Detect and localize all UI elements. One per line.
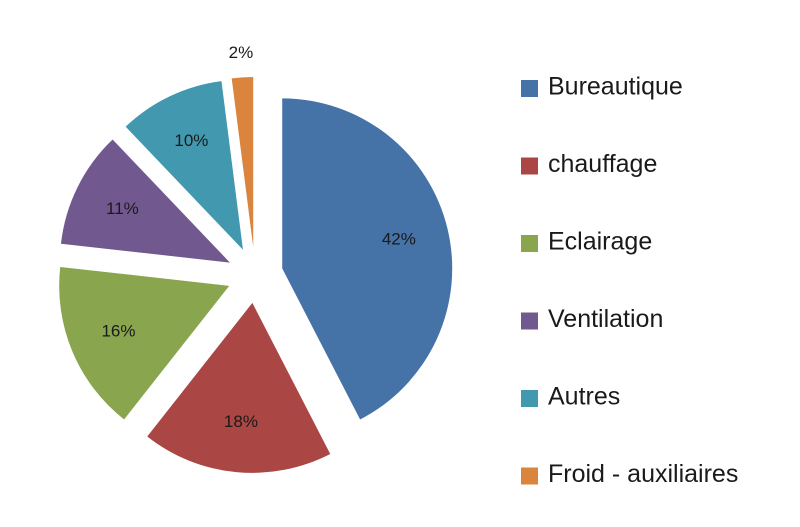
pie-slices: 42% 18% 16% 11% 10% 2% [59, 43, 453, 473]
slice-label-chauffage: 18% [224, 412, 258, 431]
pie-slice-eclairage [59, 266, 230, 420]
legend-label-froid-auxiliaires: Froid - auxiliaires [548, 460, 738, 488]
legend-swatch-eclairage [521, 235, 538, 252]
slice-label-eclairage: 16% [101, 322, 135, 341]
legend-label-eclairage: Eclairage [548, 228, 652, 256]
legend-swatch-chauffage [521, 157, 538, 175]
legend-swatch-autres [521, 390, 538, 407]
slice-label-froid-auxiliaires: 2% [229, 43, 254, 62]
slice-label-autres: 10% [174, 131, 208, 150]
legend-swatch-froid-auxiliaires [521, 467, 538, 485]
pie-slice-bureautique [282, 98, 453, 420]
pie-slice-autres [125, 81, 243, 250]
legend-swatch-bureautique [521, 80, 538, 97]
legend-label-autres: Autres [548, 383, 620, 411]
slice-label-bureautique: 42% [382, 230, 416, 249]
slice-label-ventilation: 11% [106, 199, 139, 218]
legend: Bureautique chauffage Eclairage Ventilation… [521, 73, 738, 488]
pie-slice-chauffage [147, 302, 331, 473]
legend-label-ventilation: Ventilation [548, 305, 663, 333]
legend-label-bureautique: Bureautique [548, 73, 683, 101]
pie-slice-froid-auxiliaires [231, 77, 254, 248]
pie-slice-ventilation [60, 139, 230, 263]
legend-label-chauffage: chauffage [548, 150, 657, 178]
legend-swatch-ventilation [521, 312, 538, 330]
